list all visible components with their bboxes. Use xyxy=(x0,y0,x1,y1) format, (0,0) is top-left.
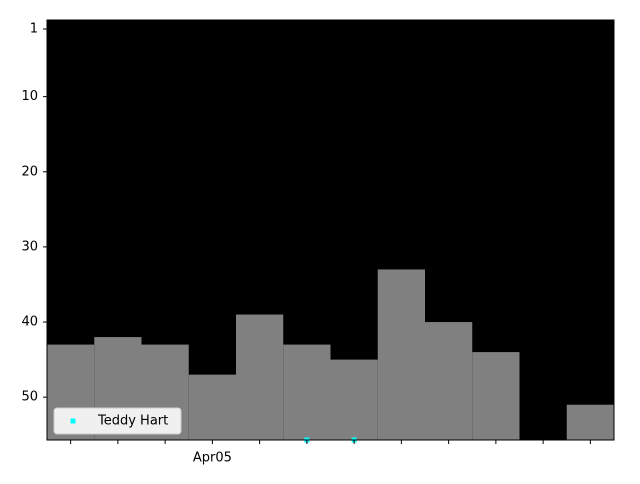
y-tick-label: 30 xyxy=(21,239,38,254)
axes-frame xyxy=(46,19,615,441)
x-tick-label: Apr05 xyxy=(193,451,232,466)
y-tick-label: 1 xyxy=(30,22,38,37)
bar xyxy=(377,269,425,440)
bar xyxy=(472,352,520,440)
y-tick-label: 50 xyxy=(21,390,38,405)
bar xyxy=(425,322,473,440)
y-tick-label: 40 xyxy=(21,315,38,330)
bar xyxy=(330,359,378,440)
legend: Teddy Hart xyxy=(53,407,182,435)
bar xyxy=(236,314,284,440)
legend-label: Teddy Hart xyxy=(97,414,168,429)
y-tick-label: 10 xyxy=(21,89,38,104)
legend-box xyxy=(53,407,182,435)
bar xyxy=(566,404,614,440)
bar xyxy=(188,374,236,440)
bar xyxy=(283,344,331,440)
legend-marker xyxy=(70,418,76,424)
y-tick-label: 20 xyxy=(21,164,38,179)
